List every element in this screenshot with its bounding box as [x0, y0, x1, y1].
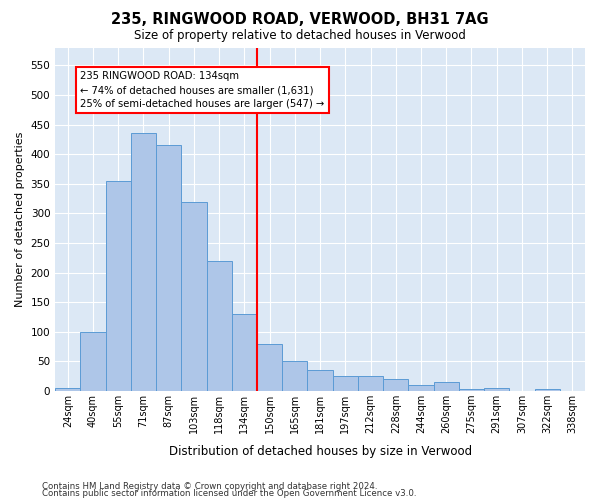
- Text: Contains public sector information licensed under the Open Government Licence v3: Contains public sector information licen…: [42, 490, 416, 498]
- Bar: [80, 332, 106, 391]
- Bar: [484, 388, 509, 391]
- Y-axis label: Number of detached properties: Number of detached properties: [15, 132, 25, 307]
- Bar: [282, 362, 307, 391]
- Bar: [156, 146, 181, 391]
- Bar: [409, 385, 434, 391]
- Bar: [55, 388, 80, 391]
- Text: 235, RINGWOOD ROAD, VERWOOD, BH31 7AG: 235, RINGWOOD ROAD, VERWOOD, BH31 7AG: [111, 12, 489, 28]
- Text: Size of property relative to detached houses in Verwood: Size of property relative to detached ho…: [134, 29, 466, 42]
- Bar: [332, 376, 358, 391]
- Bar: [307, 370, 332, 391]
- Bar: [106, 181, 131, 391]
- Bar: [434, 382, 459, 391]
- Bar: [358, 376, 383, 391]
- Bar: [257, 344, 282, 391]
- X-axis label: Distribution of detached houses by size in Verwood: Distribution of detached houses by size …: [169, 444, 472, 458]
- Bar: [459, 390, 484, 391]
- Bar: [509, 390, 535, 391]
- Bar: [131, 134, 156, 391]
- Bar: [181, 202, 206, 391]
- Text: 235 RINGWOOD ROAD: 134sqm
← 74% of detached houses are smaller (1,631)
25% of se: 235 RINGWOOD ROAD: 134sqm ← 74% of detac…: [80, 71, 325, 109]
- Text: Contains HM Land Registry data © Crown copyright and database right 2024.: Contains HM Land Registry data © Crown c…: [42, 482, 377, 491]
- Bar: [383, 380, 409, 391]
- Bar: [206, 261, 232, 391]
- Bar: [232, 314, 257, 391]
- Bar: [560, 390, 585, 391]
- Bar: [535, 390, 560, 391]
